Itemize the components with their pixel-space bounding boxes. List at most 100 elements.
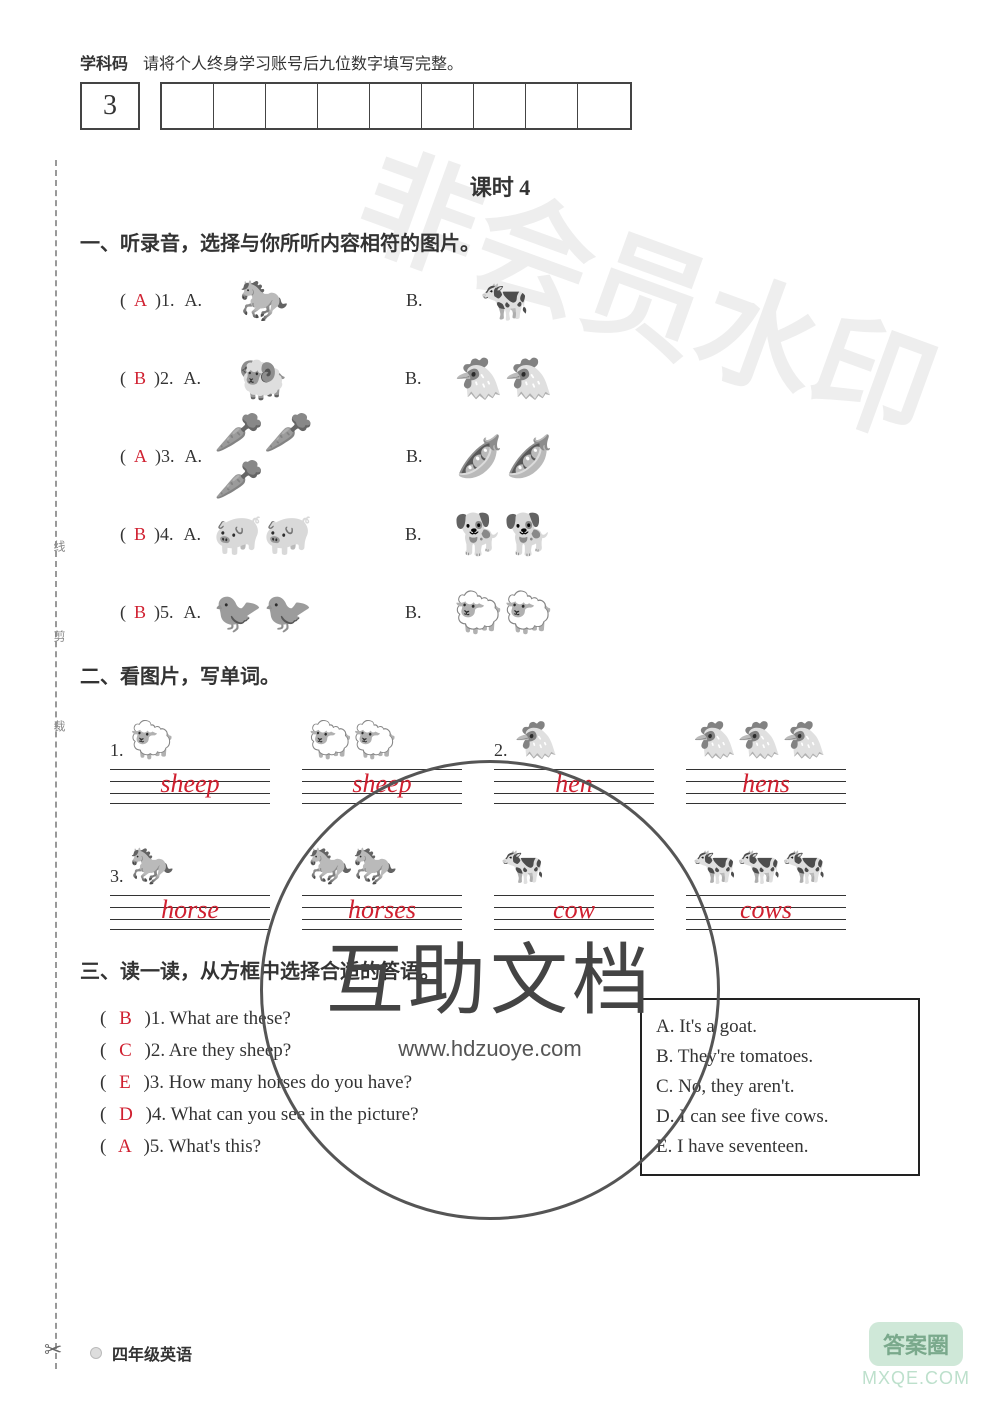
option-b-image: 🐄 xyxy=(435,270,575,330)
digit-box[interactable] xyxy=(422,84,474,128)
question-text: What are these? xyxy=(170,1008,291,1029)
question-text: What's this? xyxy=(168,1136,261,1157)
badge-text: 答案圈 xyxy=(869,1322,963,1366)
section2-item-image: 🐑🐑 xyxy=(308,703,398,761)
badge-url: MXQE.COM xyxy=(862,1368,970,1389)
section3-choice: B. They're tomatoes. xyxy=(656,1046,904,1068)
written-word: sheep xyxy=(302,769,462,799)
question-text: What can you see in the picture? xyxy=(171,1104,419,1125)
question-number: 1. xyxy=(161,290,175,311)
written-word: hens xyxy=(686,769,846,799)
section2-item-image: 🐎 xyxy=(130,829,175,887)
question-number: 2. xyxy=(151,1040,169,1061)
section3-choice: E. I have seventeen. xyxy=(656,1136,904,1158)
option-b-image: 🐑🐑 xyxy=(434,582,574,642)
option-a-image: 🐖🐖 xyxy=(213,504,313,564)
section2-item-image: 🐔 xyxy=(514,703,559,761)
digit-box[interactable] xyxy=(266,84,318,128)
blank-boxes[interactable] xyxy=(160,82,632,130)
digit-box[interactable] xyxy=(578,84,630,128)
writing-lines[interactable]: hen xyxy=(494,765,654,803)
section3-question: ( C )2. Are they sheep? xyxy=(100,1040,620,1062)
question-text: Are they sheep? xyxy=(169,1040,291,1061)
section3-choice: A. It's a goat. xyxy=(656,1016,904,1038)
section2-item-image: 🐄 xyxy=(500,829,545,887)
scissor-icon: ✂ xyxy=(44,1337,62,1363)
footer-text: 四年级英语 xyxy=(112,1341,192,1365)
digit-box[interactable] xyxy=(318,84,370,128)
section3-question: ( A )5. What's this? xyxy=(100,1136,620,1158)
question-number: 5. xyxy=(150,1136,169,1157)
digit-box[interactable] xyxy=(162,84,214,128)
section1-item: (B)2. A.🐏B.🐔🐔 xyxy=(120,348,920,408)
account-boxes: 3 xyxy=(80,82,920,130)
writing-lines[interactable]: cows xyxy=(686,891,846,929)
section3-heading: 三、读一读，从方框中选择合适的答语。 xyxy=(80,955,920,984)
answer-letter: B xyxy=(126,368,154,389)
option-b-label: B. xyxy=(406,446,423,467)
option-a-label: A. xyxy=(184,368,202,389)
written-word: horses xyxy=(302,895,462,925)
option-a-image: 🐦🐦 xyxy=(213,582,313,642)
digit-box[interactable] xyxy=(526,84,578,128)
writing-lines[interactable]: sheep xyxy=(302,765,462,803)
option-a-label: A. xyxy=(184,524,202,545)
written-word: sheep xyxy=(110,769,270,799)
section3-wrap: ( B )1. What are these? ( C )2. Are they … xyxy=(80,998,920,1176)
question-number: 1. xyxy=(151,1008,170,1029)
section2-item-image: 🐄🐄🐄 xyxy=(692,829,826,887)
section2-item-image: 🐑 xyxy=(130,703,175,761)
header-row: 学科码 请将个人终身学习账号后九位数字填写完整。 xyxy=(80,50,920,74)
section3-choice: C. No, they aren't. xyxy=(656,1076,904,1098)
question-number: 4. xyxy=(152,1104,171,1125)
subject-code-label: 学科码 xyxy=(80,50,128,74)
question-number: 2. xyxy=(160,368,174,389)
section3-question: ( B )1. What are these? xyxy=(100,1008,620,1030)
section2-item: 🐑🐑 sheep xyxy=(302,703,462,803)
section2-item: 🐄🐄🐄 cows xyxy=(686,829,846,929)
answer-letter: D xyxy=(106,1104,145,1125)
option-a-image: 🥕🥕🥕 xyxy=(214,426,314,486)
answer-letter: A xyxy=(126,446,155,467)
answer-letter: B xyxy=(126,524,154,545)
section1-item: (A)3. A.🥕🥕🥕B.🫛🫛 xyxy=(120,426,920,486)
section2-row: 3. 🐎 horse 🐎🐎horses 🐄 cow 🐄🐄🐄 cows xyxy=(110,829,920,929)
question-number: 5. xyxy=(160,602,174,623)
section3-questions: ( B )1. What are these? ( C )2. Are they … xyxy=(80,998,620,1168)
answer-letter: B xyxy=(126,602,154,623)
lesson-title: 课时 4 xyxy=(80,170,920,202)
written-word: hen xyxy=(494,769,654,799)
section2-item: 🐄 cow xyxy=(494,829,654,929)
option-a-image: 🐏 xyxy=(213,348,313,408)
section2-item-label: 2. xyxy=(494,740,508,761)
section2-item-label: 1. xyxy=(110,740,124,761)
section2-item-label: 3. xyxy=(110,866,124,887)
writing-lines[interactable]: hens xyxy=(686,765,846,803)
section1-item: (B)5. A.🐦🐦B.🐑🐑 xyxy=(120,582,920,642)
section2-item: 🐎🐎horses xyxy=(302,829,462,929)
answer-letter: A xyxy=(106,1136,143,1157)
question-number: 4. xyxy=(160,524,174,545)
section2-item: 3. 🐎 horse xyxy=(110,829,270,929)
section1-item: (B)4. A.🐖🐖B.🐕🐕 xyxy=(120,504,920,564)
writing-lines[interactable]: sheep xyxy=(110,765,270,803)
answer-letter: B xyxy=(106,1008,144,1029)
option-b-image: 🐔🐔 xyxy=(434,348,574,408)
prefill-box: 3 xyxy=(80,82,140,130)
section2-item-image: 🐔🐔🐔 xyxy=(692,703,826,761)
section1-item: (A)1. A.🐎B.🐄 xyxy=(120,270,920,330)
digit-box[interactable] xyxy=(214,84,266,128)
section3-choice-box: A. It's a goat. B. They're tomatoes. C. No… xyxy=(640,998,920,1176)
writing-lines[interactable]: horses xyxy=(302,891,462,929)
page-footer: 四年级英语 xyxy=(90,1341,192,1365)
section1-list: (A)1. A.🐎B.🐄(B)2. A.🐏B.🐔🐔(A)3. A.🥕🥕🥕B.🫛🫛… xyxy=(80,270,920,642)
digit-box[interactable] xyxy=(370,84,422,128)
writing-lines[interactable]: cow xyxy=(494,891,654,929)
watermark-badge: 答案圈 MXQE.COM xyxy=(862,1322,970,1389)
option-a-label: A. xyxy=(184,602,202,623)
header-instruction: 请将个人终身学习账号后九位数字填写完整。 xyxy=(143,50,463,74)
option-a-label: A. xyxy=(185,446,203,467)
question-number: 3. xyxy=(161,446,175,467)
writing-lines[interactable]: horse xyxy=(110,891,270,929)
digit-box[interactable] xyxy=(474,84,526,128)
